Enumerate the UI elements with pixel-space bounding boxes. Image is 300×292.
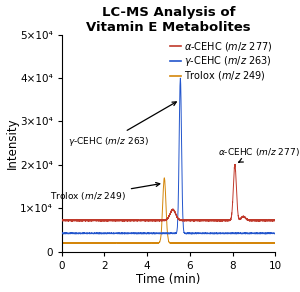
Text: Trolox ($m$/$z$ 249): Trolox ($m$/$z$ 249) [50,182,160,202]
Text: $\gamma$-CEHC ($m$/$z$ 263): $\gamma$-CEHC ($m$/$z$ 263) [68,102,176,147]
X-axis label: Time (min): Time (min) [136,273,201,286]
Y-axis label: Intensity: Intensity [6,117,19,169]
Text: $\alpha$-CEHC ($m$/$z$ 277): $\alpha$-CEHC ($m$/$z$ 277) [218,146,299,162]
Title: LC-MS Analysis of
Vitamin E Metabolites: LC-MS Analysis of Vitamin E Metabolites [86,6,251,34]
Legend: $\alpha$-CEHC ($m$/$z$ 277), $\gamma$-CEHC ($m$/$z$ 263), Trolox ($m$/$z$ 249): $\alpha$-CEHC ($m$/$z$ 277), $\gamma$-CE… [170,40,273,83]
